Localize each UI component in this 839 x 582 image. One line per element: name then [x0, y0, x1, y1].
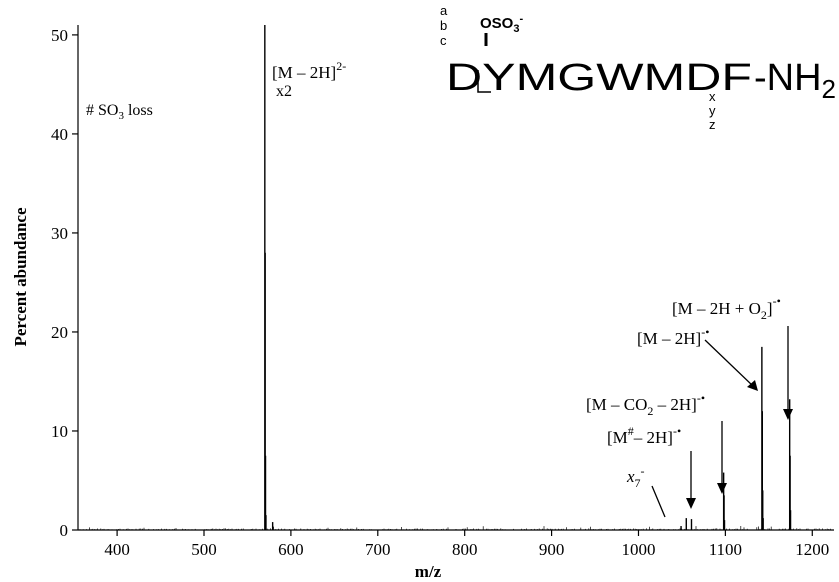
ion-x-label: x	[709, 89, 716, 104]
label-m-hash-hash: #	[628, 424, 634, 438]
x-tick-label: 1100	[709, 540, 742, 559]
label-m2h-2minus-main: [M – 2H]	[272, 63, 336, 82]
ion-y-label: y	[709, 103, 716, 118]
y-tick-label: 0	[60, 521, 69, 540]
label-m2h-2minus: [M – 2H]2-	[272, 59, 346, 82]
arrow-m-co2-head	[717, 483, 727, 494]
label-m2h-2minus-sup: 2-	[336, 59, 346, 73]
so3-loss-sub: 3	[118, 110, 124, 122]
peptide-sequence: DYMGWMDF	[446, 57, 752, 99]
label-m2h-o2-close: ]	[767, 299, 773, 318]
amide-main: -NH	[754, 57, 822, 99]
label-m-co2: [M – CO2 – 2H]-•	[586, 391, 705, 418]
x-tick-label: 500	[191, 540, 217, 559]
label-m-co2-main: [M – CO	[586, 395, 647, 414]
x-axis-title: m/z	[415, 562, 442, 581]
so3-loss-text: loss	[124, 102, 153, 119]
x-tick-label: 1000	[621, 540, 655, 559]
label-x2: x2	[276, 83, 292, 100]
label-m2h-sup: -•	[701, 325, 709, 339]
label-m-hash: [M#– 2H]-•	[607, 424, 681, 447]
label-m2h-o2-sup: -•	[773, 294, 781, 308]
x-tick-label: 1200	[795, 540, 829, 559]
label-x7-main: x	[626, 467, 635, 486]
so3-loss-hash: #	[86, 102, 94, 119]
label-x7: x7-	[626, 464, 645, 490]
ion-b-label: b	[440, 18, 447, 33]
label-m-hash-rest: – 2H]	[633, 428, 673, 447]
x-tick-label: 600	[278, 540, 304, 559]
sulfate-sup: -	[519, 13, 523, 25]
x-tick-label: 400	[104, 540, 130, 559]
y-tick-label: 50	[51, 26, 68, 45]
y-tick-label: 40	[51, 125, 68, 144]
label-x7-sup: -	[641, 464, 645, 478]
x-tick-label: 700	[365, 540, 391, 559]
label-m-co2-sub: 2	[647, 404, 653, 418]
y-tick-label: 30	[51, 224, 68, 243]
so3-loss-so: SO	[98, 102, 118, 119]
amide-sub: 2	[822, 74, 836, 104]
label-m-hash-sup: -•	[673, 424, 681, 438]
sulfate-sub: 3	[513, 23, 519, 35]
label-m-co2-sup: -•	[697, 391, 705, 405]
annotation-arrows	[651, 326, 793, 518]
label-m-co2-rest: – 2H]	[653, 395, 696, 414]
spectrum-peaks	[264, 25, 792, 530]
y-tick-label: 10	[51, 422, 68, 441]
ion-c-label: c	[440, 33, 447, 48]
y-axis-title: Percent abundance	[11, 207, 30, 346]
arrow-m2h-o2-head	[783, 409, 793, 420]
x-ticks: 400 500 600 700 800 900 1000 1100 1200	[104, 530, 829, 559]
y-ticks: 0 10 20 30 40 50	[51, 26, 78, 540]
label-m2h-o2-sub: 2	[761, 308, 767, 322]
ion-a-label: a	[440, 3, 448, 18]
ion-z-label: z	[709, 117, 716, 132]
arrow-x7-line	[651, 485, 666, 518]
so3-loss-note: # SO3 loss	[86, 102, 153, 122]
sulfate-group: OSO3-	[480, 13, 523, 35]
arrow-m2h-head	[747, 380, 758, 391]
label-m2h-main: [M – 2H]	[637, 329, 701, 348]
label-m2h-o2-main: [M – 2H + O	[672, 299, 761, 318]
label-m-hash-main: [M	[607, 428, 628, 447]
y-tick-label: 20	[51, 323, 68, 342]
arrow-m2h-line	[704, 339, 754, 387]
label-x7-sub: 7	[635, 476, 641, 490]
peptide-amide: -NH2	[754, 57, 836, 104]
x-tick-label: 800	[452, 540, 478, 559]
label-m2h-o2: [M – 2H + O2]-•	[672, 294, 781, 322]
peptide-structure: a b c OSO3- DYMGWMDF -NH2 x y z	[440, 3, 836, 132]
arrow-m-hash-head	[686, 498, 696, 509]
fragment-cleavage-bracket	[477, 70, 491, 93]
label-m2h: [M – 2H]-•	[637, 325, 709, 348]
x-tick-label: 900	[539, 540, 565, 559]
sulfate-main: OSO	[480, 15, 514, 32]
